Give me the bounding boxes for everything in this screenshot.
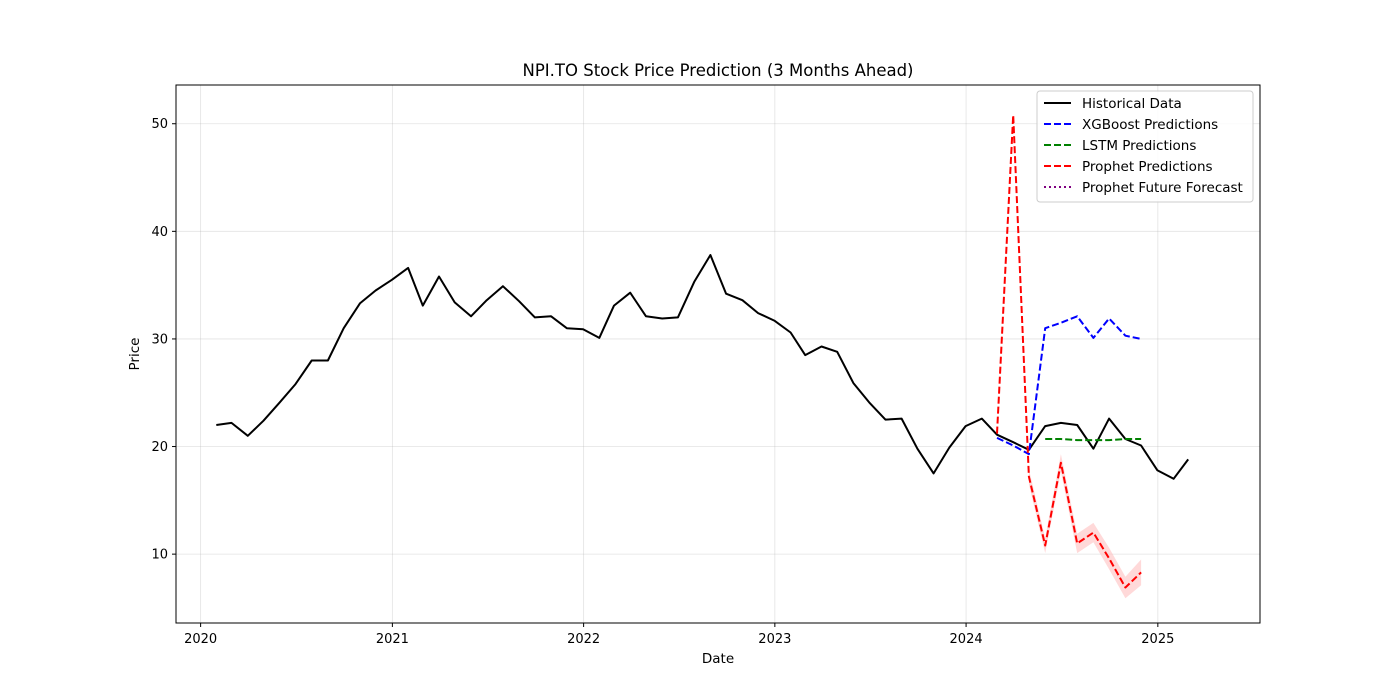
x-tick-label: 2025 bbox=[1141, 632, 1174, 647]
y-tick-label: 40 bbox=[151, 225, 168, 240]
series-line-xgboost-predictions bbox=[996, 315, 1142, 456]
legend-label: LSTM Predictions bbox=[1082, 138, 1196, 154]
x-tick-label: 2022 bbox=[567, 632, 600, 647]
series-line-prophet-predictions bbox=[996, 114, 1142, 589]
legend-label: Prophet Future Forecast bbox=[1082, 180, 1243, 196]
legend-label: XGBoost Predictions bbox=[1082, 117, 1218, 133]
plot-frame bbox=[175, 84, 1261, 624]
legend-label: Historical Data bbox=[1082, 96, 1182, 112]
axis-ticks: 2020 2021 2022 2023 2024 2025 10 20 30 40 50 bbox=[151, 117, 1174, 647]
x-tick-label: 2024 bbox=[950, 632, 983, 647]
series-lines bbox=[216, 114, 1189, 589]
legend: Historical Data XGBoost Predictions LSTM P… bbox=[1036, 90, 1254, 203]
chart-title: NPI.TO Stock Price Prediction (3 Months … bbox=[523, 61, 914, 80]
y-tick-label: 20 bbox=[151, 440, 168, 455]
prophet-confidence-band bbox=[1028, 454, 1142, 599]
x-tick-label: 2020 bbox=[184, 632, 217, 647]
confidence-bands bbox=[1028, 454, 1142, 599]
y-axis-label: Price bbox=[127, 338, 143, 371]
legend-box bbox=[1036, 90, 1254, 203]
series-line-historical-data bbox=[216, 254, 1189, 480]
series-line-lstm-predictions bbox=[1045, 438, 1142, 442]
legend-label: Prophet Predictions bbox=[1082, 159, 1213, 175]
y-tick-label: 50 bbox=[151, 117, 168, 132]
y-tick-label: 30 bbox=[151, 332, 168, 347]
x-axis-label: Date bbox=[702, 651, 734, 667]
x-tick-label: 2023 bbox=[758, 632, 791, 647]
y-tick-label: 10 bbox=[151, 548, 168, 563]
x-tick-label: 2021 bbox=[376, 632, 409, 647]
